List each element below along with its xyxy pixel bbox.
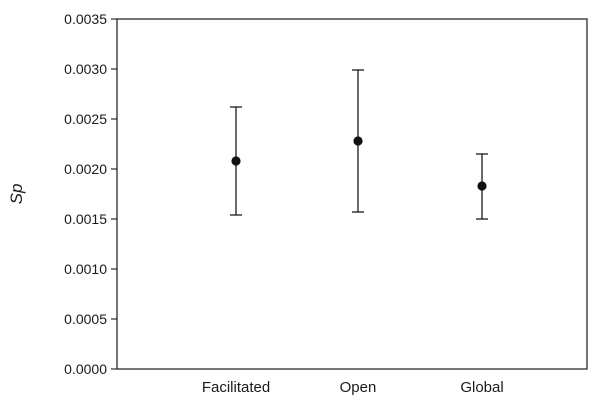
- data-point: [231, 156, 241, 166]
- y-tick-label: 0.0025: [64, 111, 107, 127]
- x-category-label: Facilitated: [202, 379, 270, 396]
- y-tick-label: 0.0035: [64, 11, 107, 27]
- plot-frame: [116, 18, 588, 370]
- y-tick-label: 0.0020: [64, 161, 107, 177]
- y-tick-label: 0.0015: [64, 211, 107, 227]
- y-tick-label: 0.0005: [64, 311, 107, 327]
- data-marks: [230, 69, 488, 220]
- y-tick-label: 0.0010: [64, 261, 107, 277]
- y-tick-label: 0.0000: [64, 361, 107, 377]
- data-point: [477, 181, 487, 191]
- y-axis-title: Sp: [7, 184, 26, 205]
- x-category-label: Open: [340, 379, 377, 396]
- data-point: [353, 136, 363, 146]
- y-tick-label: 0.0030: [64, 61, 107, 77]
- y-axis: 0.0000 0.0005 0.0010 0.0015 0.0020 0.0025 0.00…: [64, 11, 117, 377]
- x-category-label: Global: [460, 379, 503, 396]
- x-axis: Facilitated Open Global: [202, 379, 504, 396]
